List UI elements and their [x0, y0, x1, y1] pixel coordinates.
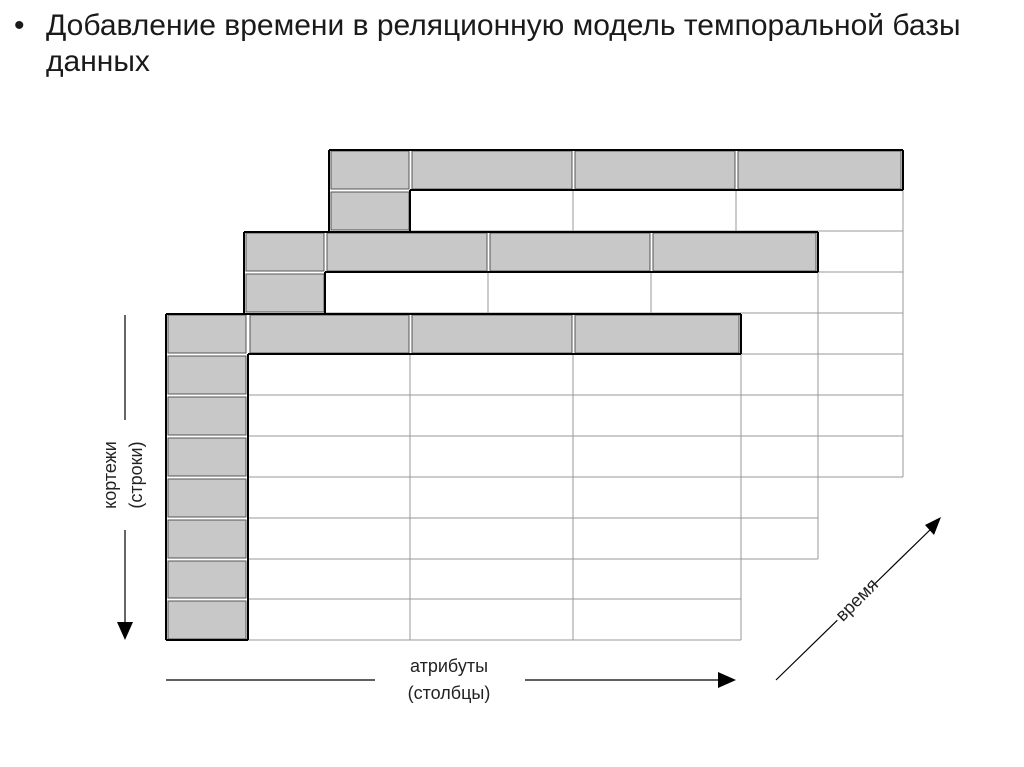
- table-layer-front: [165, 313, 742, 641]
- header-cell: [411, 314, 573, 354]
- columns-axis-label-2: (столбцы): [408, 683, 491, 703]
- row-key-cell: [167, 600, 247, 640]
- columns-axis: атрибуты (столбцы): [166, 650, 736, 706]
- slide-title: • Добавление времени в реляционную модел…: [14, 8, 1014, 80]
- rows-axis: кортежи (строки): [96, 315, 154, 640]
- time-axis: время: [775, 517, 941, 681]
- row-key-cell: [245, 273, 325, 313]
- header-cell: [249, 314, 410, 354]
- title-text: Добавление времени в реляционную модель …: [46, 9, 961, 78]
- table-layer-back: [328, 149, 904, 478]
- header-cell: [574, 150, 736, 190]
- row-key-cell: [167, 396, 247, 436]
- header-cell: [652, 232, 817, 272]
- rows-axis-label-2: (строки): [126, 441, 146, 508]
- row-key-cell: [167, 478, 247, 518]
- rows-axis-label-1: кортежи: [100, 441, 120, 509]
- header-cell: [737, 150, 902, 190]
- header-cell: [245, 232, 325, 272]
- header-cell: [330, 150, 410, 190]
- header-cell: [411, 150, 573, 190]
- row-key-cell: [167, 437, 247, 477]
- header-cell: [167, 314, 247, 354]
- row-key-cell: [167, 560, 247, 599]
- row-key-cell: [167, 355, 247, 395]
- row-key-cell: [167, 519, 247, 559]
- header-cell: [326, 232, 488, 272]
- row-key-cell: [330, 191, 410, 231]
- header-cell: [574, 314, 740, 354]
- header-cell: [489, 232, 651, 272]
- bullet: •: [14, 9, 25, 42]
- columns-axis-label-1: атрибуты: [410, 656, 488, 676]
